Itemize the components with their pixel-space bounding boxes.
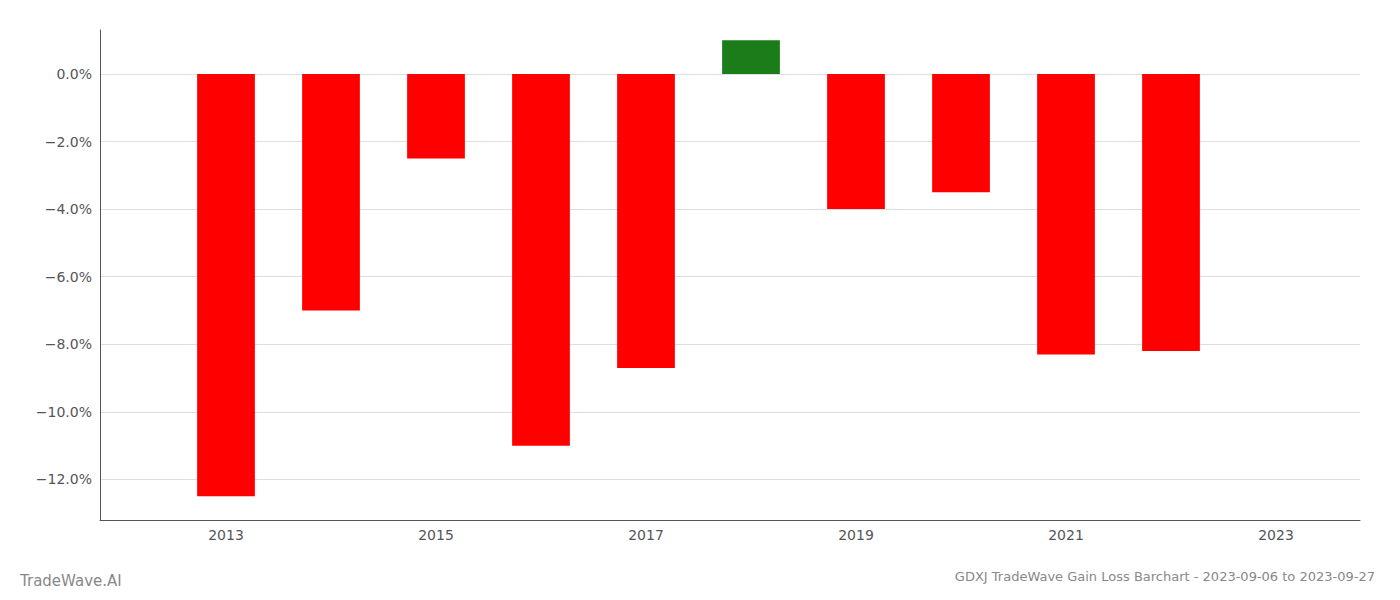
svg-text:2017: 2017 (628, 527, 664, 543)
svg-text:−10.0%: −10.0% (36, 404, 92, 420)
svg-text:2021: 2021 (1048, 527, 1084, 543)
svg-text:−8.0%: −8.0% (45, 336, 92, 352)
svg-text:TradeWave.AI: TradeWave.AI (19, 572, 122, 590)
svg-text:GDXJ TradeWave Gain Loss Barch: GDXJ TradeWave Gain Loss Barchart - 2023… (955, 569, 1375, 584)
svg-text:2023: 2023 (1258, 527, 1294, 543)
svg-text:−12.0%: −12.0% (36, 471, 92, 487)
svg-text:2019: 2019 (838, 527, 874, 543)
svg-text:−4.0%: −4.0% (45, 201, 92, 217)
svg-text:−6.0%: −6.0% (45, 269, 92, 285)
svg-text:2015: 2015 (418, 527, 454, 543)
svg-text:2013: 2013 (208, 527, 244, 543)
svg-text:−2.0%: −2.0% (45, 134, 92, 150)
svg-text:0.0%: 0.0% (56, 66, 92, 82)
